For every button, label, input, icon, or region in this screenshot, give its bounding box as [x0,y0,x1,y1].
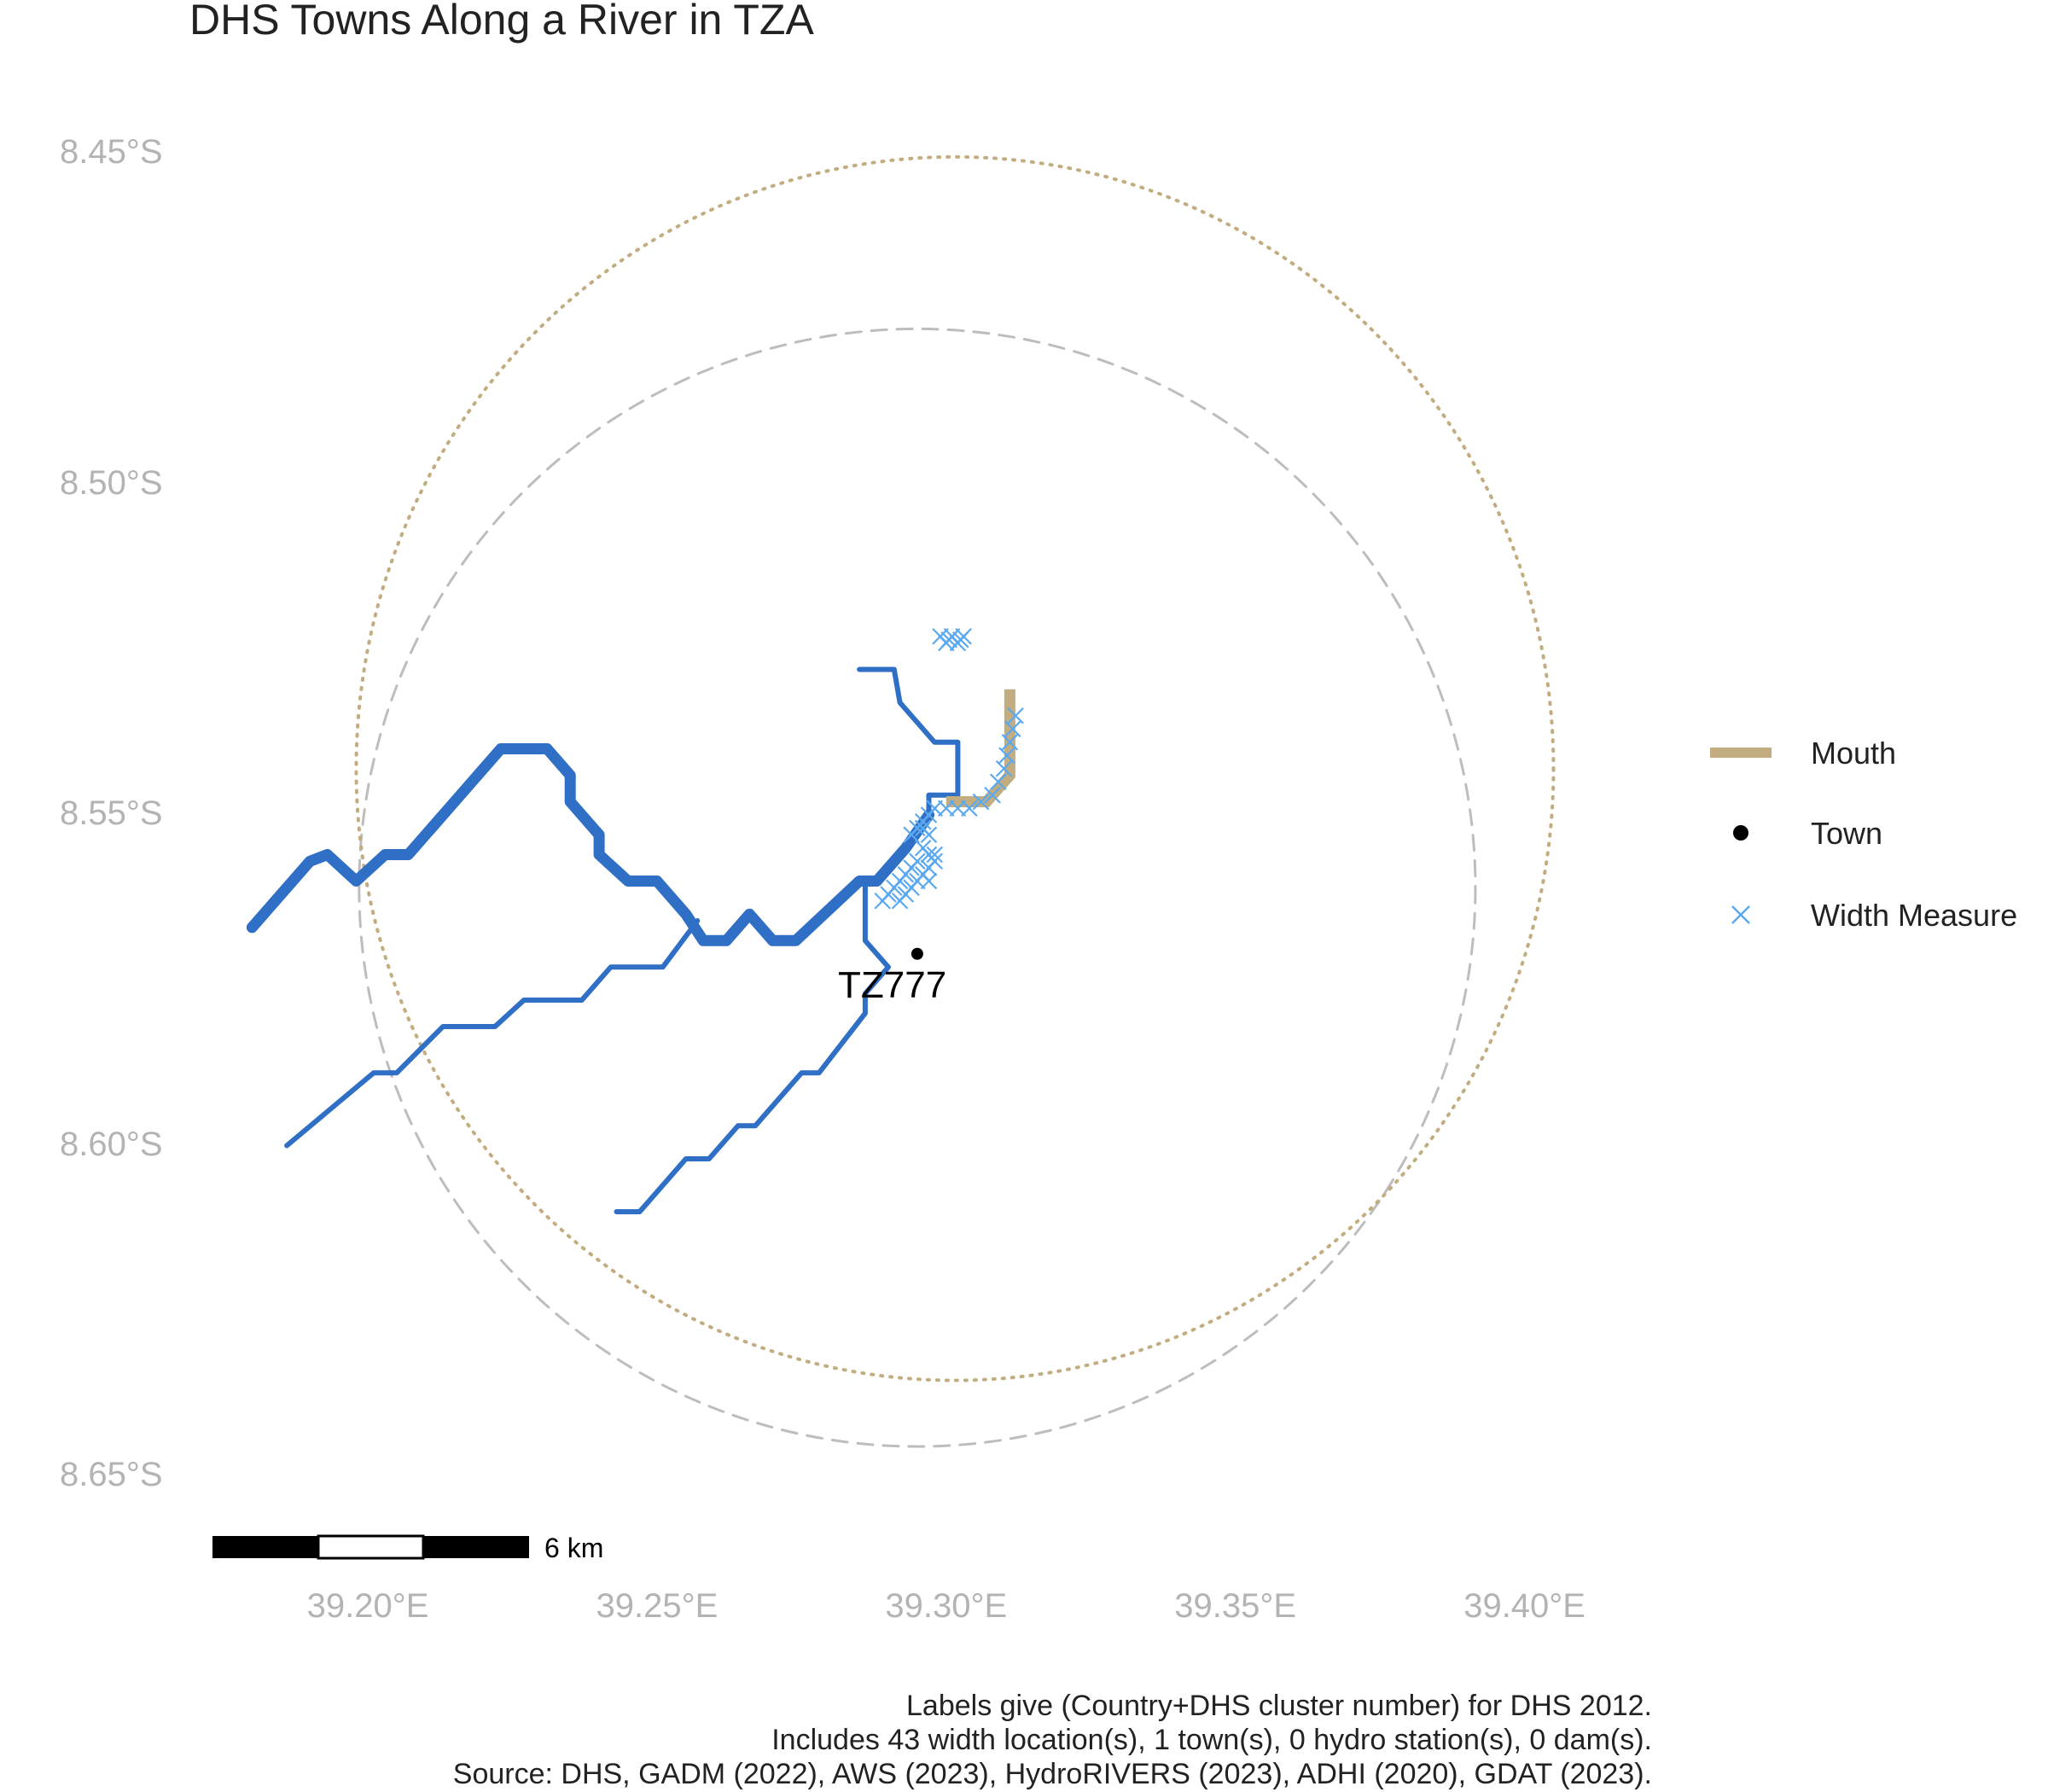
scale-bar-segment [317,1534,425,1560]
width-measure-point [949,800,967,817]
caption-line-3: Source: DHS, GADM (2022), AWS (2023), Hy… [452,1758,1652,1790]
width-measure-point [972,793,990,811]
legend-width-measure-symbol [1731,905,1750,924]
scale-bar [212,1534,529,1560]
width-measure-point [874,892,892,910]
map-title: DHS Towns Along a River in TZA [189,0,814,44]
river-trib-3 [284,918,701,1149]
caption-line-1: Labels give (Country+DHS cluster number)… [906,1690,1652,1722]
river-layer [246,666,961,1214]
scale-bar-segment [423,1536,529,1558]
x-tick-label: 39.25°E [596,1587,719,1625]
width-measure-point [961,800,978,817]
river-main-0 [246,743,934,946]
width-measure-point [903,826,920,844]
town-point [911,947,923,960]
x-tick-label: 39.35°E [1174,1587,1297,1625]
scale-bar-label: 6 km [544,1533,604,1563]
width-measure-point [1004,720,1021,738]
width-measure-point [1001,733,1019,751]
buffer-dotted [354,154,1556,1382]
width-measure-point [995,759,1013,777]
width-measure-point [920,826,938,844]
scale-bar-segment [212,1536,318,1558]
y-tick-label: 8.60°S [60,1125,163,1163]
x-tick-label: 39.30°E [885,1587,1008,1625]
y-tick-label: 8.50°S [60,463,163,502]
legend-label-town: Town [1811,816,1883,851]
width-measure-point [926,846,944,864]
y-tick-label: 8.45°S [60,133,163,171]
y-tick-label: 8.55°S [60,794,163,832]
x-tick-label: 39.20°E [306,1587,429,1625]
y-tick-label: 8.65°S [60,1456,163,1493]
buffer-layer [354,154,1556,1448]
caption-line-2: Includes 43 width location(s), 1 town(s)… [771,1724,1652,1756]
width-measure-point [940,631,957,649]
width-measure-point [1007,707,1024,724]
town-label: TZ777 [838,964,947,1006]
buffer-dashed [358,327,1477,1448]
river-trib-1 [857,666,961,817]
width-measure-point [938,800,955,817]
width-measure-point [990,773,1007,791]
legend-label-width-measure: Width Measure [1811,898,2018,933]
width-measure-point [920,872,938,890]
town-layer [911,947,923,960]
width-measure-point [998,747,1015,765]
x-tick-label: 39.40°E [1463,1587,1585,1625]
legend-label-mouth: Mouth [1811,736,1897,771]
width-measure-point [951,631,969,649]
river-trib-2 [614,878,891,1214]
width-measure-point [891,892,909,910]
legend-town-symbol [1733,825,1748,841]
width-measure-point [984,786,1001,804]
width-measure-layer [874,627,1024,910]
